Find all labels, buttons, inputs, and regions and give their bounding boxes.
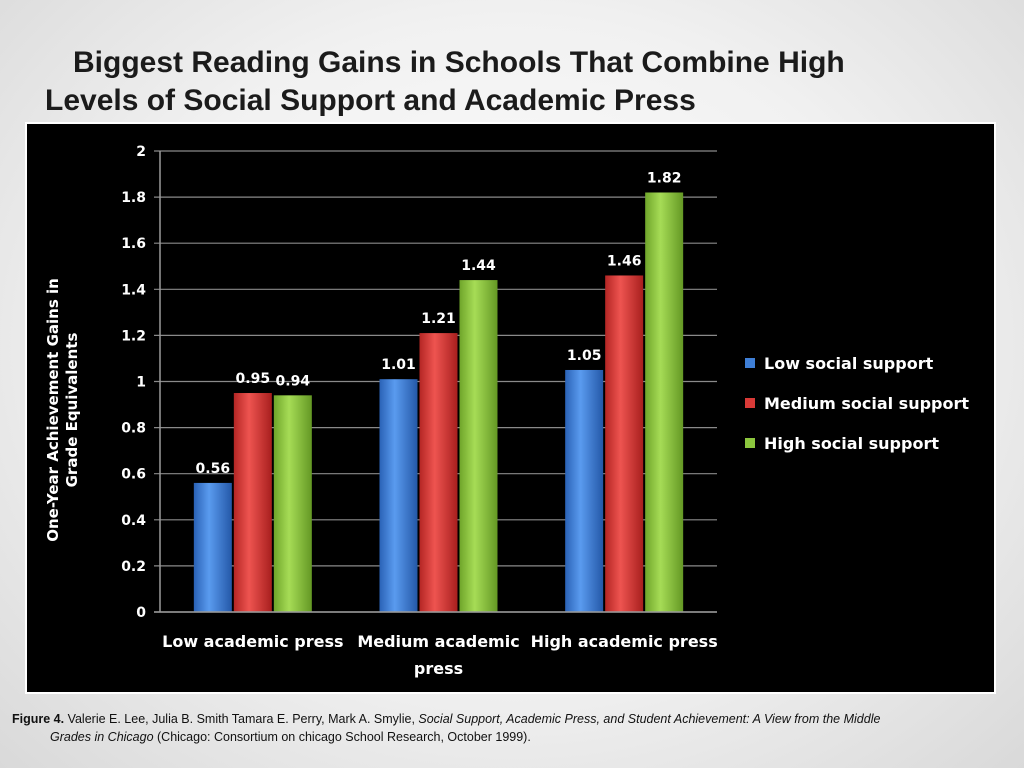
figure-label: Figure 4. — [12, 712, 65, 726]
bar-chart: 0.560.95 0.941.011.211.441.051.461.82 00.… — [44, 144, 969, 678]
legend-swatch — [745, 438, 755, 448]
data-label: 1.44 — [461, 258, 496, 274]
y-tick-label: 1.6 — [121, 236, 146, 252]
slide-title: Biggest Reading Gains in Schools That Co… — [0, 44, 1024, 120]
chart-frame: 0.56 0.95 0.94 1.01 1.21 1.44 1.05 1.46 1.82 0 0.… — [25, 122, 996, 694]
y-tick-label: 2 — [136, 144, 146, 160]
y-tick-label: 1 — [136, 375, 146, 391]
legend: Low social support Medium social support H… — [745, 354, 969, 453]
bar — [645, 192, 684, 612]
y-axis-title-line: One-Year Achievement Gains in — [44, 278, 62, 542]
bar — [459, 280, 498, 612]
x-category-label: High academic press — [531, 632, 718, 651]
legend-label: Low social support — [764, 354, 934, 373]
legend-label: Medium social support — [764, 394, 969, 413]
y-tick-label: 0.2 — [121, 559, 146, 575]
slide-title-line-1: Biggest Reading Gains in Schools That Co… — [73, 46, 845, 79]
x-category-label: Low academic press — [162, 632, 343, 651]
y-axis-title-line: Grade Equivalents — [63, 333, 81, 488]
data-label: 0.94 — [276, 373, 311, 389]
y-tick-label: 1.2 — [121, 328, 146, 344]
bar — [605, 275, 644, 612]
y-tick-label: 0.8 — [121, 421, 146, 437]
bar — [379, 379, 418, 612]
caption-work-title-1: Social Support, Academic Press, and Stud… — [418, 712, 881, 726]
y-tick-label: 0.4 — [121, 513, 146, 529]
bar — [565, 369, 604, 612]
data-label: 1.46 — [607, 253, 642, 269]
y-tick-label: 0.6 — [121, 467, 146, 483]
data-label: 0.95 — [236, 371, 271, 387]
y-tick-label: 1.8 — [121, 190, 146, 206]
y-tick-label: 0 — [136, 605, 146, 621]
data-label: 1.05 — [567, 348, 602, 364]
y-tick-label: 1.4 — [121, 282, 146, 298]
data-labels: 0.56 0.95 0.94 1.01 1.21 1.44 1.05 1.46 1.82 — [196, 170, 682, 476]
caption-work-title-2: Grades in Chicago — [50, 730, 154, 744]
slide-title-line-2: Levels of Social Support and Academic Pr… — [45, 84, 696, 117]
y-axis-title: One-Year Achievement Gains inGrade Equiv… — [44, 278, 81, 542]
caption-authors: Valerie E. Lee, Julia B. Smith Tamara E.… — [64, 712, 419, 726]
bar — [193, 482, 232, 612]
legend-swatch — [745, 358, 755, 368]
data-label: 1.21 — [421, 311, 456, 327]
bar — [273, 395, 312, 612]
legend-label: High social support — [764, 434, 939, 453]
figure-caption: Figure 4. Valerie E. Lee, Julia B. Smith… — [12, 710, 1012, 746]
data-label: 0.56 — [196, 461, 231, 477]
caption-publisher: (Chicago: Consortium on chicago School R… — [153, 730, 531, 744]
data-label: 1.01 — [381, 357, 416, 373]
bars — [193, 192, 684, 612]
bar — [233, 393, 272, 612]
bar — [419, 333, 458, 612]
x-category-label: press — [414, 659, 463, 678]
data-label: 1.82 — [647, 170, 682, 186]
x-category-label: Medium academic — [357, 632, 519, 651]
legend-swatch — [745, 398, 755, 408]
